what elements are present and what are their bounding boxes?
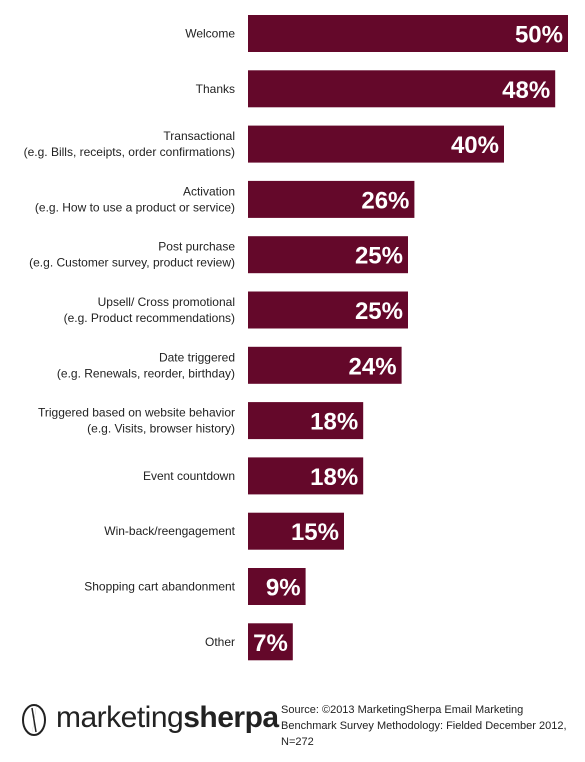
- bar: [248, 180, 415, 218]
- data-label: 7%: [253, 630, 288, 657]
- logo-text-sherpa: sherpa: [183, 701, 279, 734]
- category-example-label: (e.g. Renewals, reorder, birthday): [57, 366, 235, 380]
- bar: [248, 402, 364, 440]
- bar: [248, 512, 344, 550]
- category-example-label: (e.g. Product recommendations): [64, 311, 235, 325]
- compass-logo-icon: [22, 702, 46, 736]
- category-example-label: (e.g. Bills, receipts, order confirmatio…: [24, 145, 235, 159]
- category-label: Win-back/reengagement: [104, 524, 235, 538]
- data-label: 40%: [451, 132, 499, 159]
- data-label: 18%: [310, 409, 358, 436]
- category-label: Shopping cart abandonment: [84, 580, 235, 594]
- bar: [248, 291, 408, 329]
- category-example-label: (e.g. Visits, browser history): [87, 422, 235, 436]
- category-example-label: (e.g. Customer survey, product review): [29, 256, 235, 270]
- category-label: Thanks: [196, 82, 235, 96]
- data-label: 48%: [502, 77, 550, 104]
- bar: [248, 623, 293, 661]
- bar-chart-svg: 50% Welcome 48% Thanks 40% Transactional (e.g.…: [24, 15, 568, 661]
- category-label: Triggered based on website behavior: [38, 406, 235, 420]
- logo-text-marketing: marketing: [56, 701, 184, 734]
- category-label: Date triggered: [159, 350, 235, 364]
- category-label: Post purchase: [158, 240, 235, 254]
- category-label: Event countdown: [143, 469, 235, 483]
- bar: [248, 15, 568, 52]
- marketingsherpa-logo: marketingsherpa: [18, 698, 279, 738]
- source-note: Source: ©2013 MarketingSherpa Email Mark…: [281, 704, 567, 748]
- bar: [248, 346, 402, 384]
- category-example-label: (e.g. How to use a product or service): [35, 200, 235, 214]
- data-label: 25%: [355, 243, 403, 270]
- bar: [248, 568, 306, 605]
- footer: marketingsherpa Source: ©2013 MarketingS…: [0, 680, 585, 762]
- data-label: 18%: [310, 464, 358, 491]
- category-label: Welcome: [185, 27, 235, 41]
- bar: [248, 125, 504, 163]
- data-label: 26%: [361, 187, 409, 214]
- category-label: Other: [205, 635, 235, 649]
- data-label: 50%: [515, 22, 563, 49]
- data-label: 9%: [266, 575, 301, 602]
- data-label: 24%: [349, 353, 397, 380]
- data-label: 15%: [291, 519, 339, 546]
- category-label: Upsell/ Cross promotional: [98, 295, 235, 309]
- bar: [248, 236, 408, 274]
- bar: [248, 457, 364, 495]
- category-label: Activation: [183, 184, 235, 198]
- category-label: Transactional: [163, 129, 235, 143]
- data-label: 25%: [355, 298, 403, 325]
- bar: [248, 70, 556, 108]
